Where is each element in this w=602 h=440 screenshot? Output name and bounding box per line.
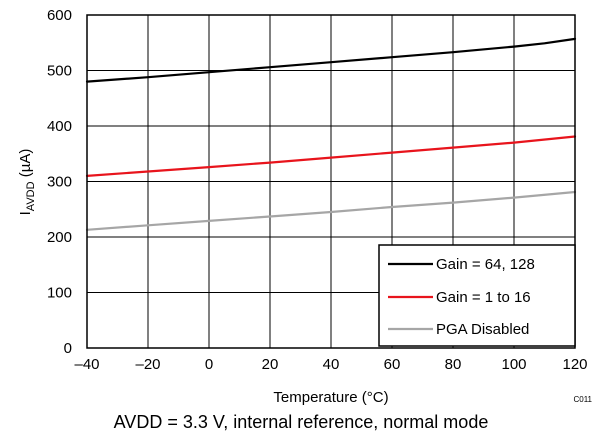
x-tick-label: 80 (445, 356, 462, 373)
legend-label-2: Gain = 1 to 16 (436, 289, 531, 306)
series-lines (85, 37, 577, 231)
grid (87, 15, 575, 348)
y-tick-labels: 0 100 200 300 400 500 600 (47, 7, 72, 357)
legend-label-1: Gain = 64, 128 (436, 256, 535, 273)
x-tick-label: 100 (501, 356, 526, 373)
y-tick-label: 600 (47, 7, 72, 24)
x-tick-label: –20 (135, 356, 160, 373)
figure-caption: AVDD = 3.3 V, internal reference, normal… (113, 412, 489, 432)
x-tick-label: 40 (323, 356, 340, 373)
y-axis-title-main: I (17, 211, 34, 215)
chart: 0 100 200 300 400 500 600 –40 –20 0 20 40 60 80 100 12… (17, 7, 593, 406)
figure-code-label: C011 (573, 395, 592, 404)
y-tick-label: 200 (47, 229, 72, 246)
y-tick-label: 100 (47, 285, 72, 302)
y-axis-title-sub: AVDD (25, 181, 37, 211)
x-tick-label: 60 (384, 356, 401, 373)
y-tick-label: 0 (64, 340, 72, 357)
series-line-3 (85, 190, 577, 231)
x-axis-title: Temperature (°C) (273, 389, 388, 406)
plot-frame (86, 14, 576, 349)
y-tick-label: 300 (47, 174, 72, 191)
series-line-2 (85, 135, 577, 177)
legend-label-3: PGA Disabled (436, 321, 529, 338)
series-line-1 (85, 37, 577, 83)
x-tick-label: –40 (74, 356, 99, 373)
y-axis-title: IAVDD (µA) (17, 149, 37, 216)
x-tick-label: 20 (262, 356, 279, 373)
y-tick-label: 400 (47, 118, 72, 135)
x-tick-labels: –40 –20 0 20 40 60 80 100 120 (74, 356, 587, 373)
x-tick-label: 120 (562, 356, 587, 373)
y-tick-label: 500 (47, 63, 72, 80)
legend: Gain = 64, 128 Gain = 1 to 16 PGA Disabled (378, 244, 576, 347)
x-tick-label: 0 (205, 356, 213, 373)
y-axis-title-rest: (µA) (17, 149, 34, 182)
